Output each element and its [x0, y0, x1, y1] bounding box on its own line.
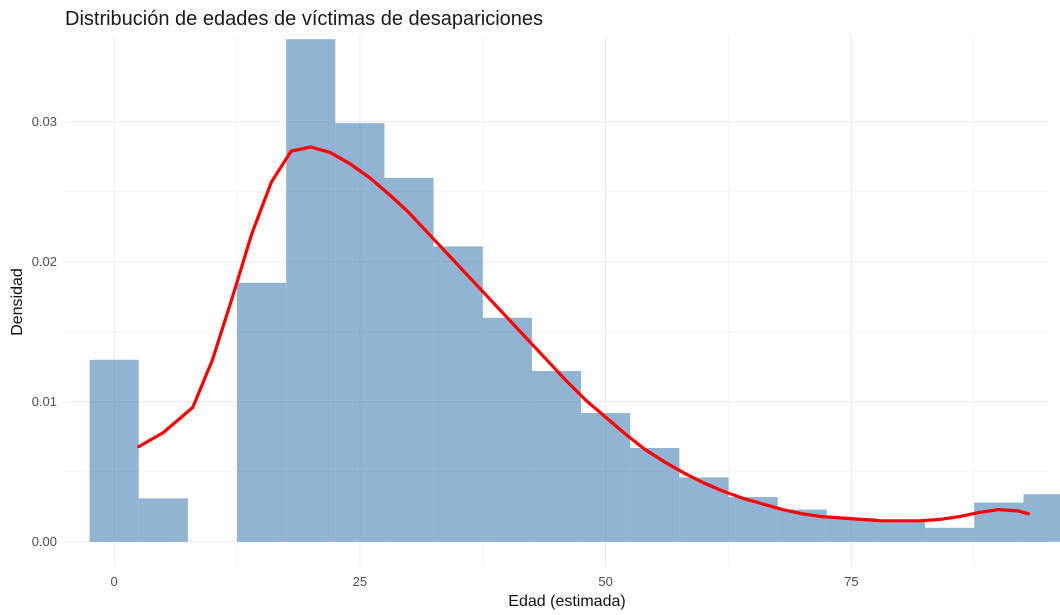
histogram-bar	[237, 282, 287, 542]
y-tick-label: 0.00	[32, 534, 57, 549]
histogram-bar	[433, 246, 483, 542]
histogram-bar	[925, 527, 975, 542]
histogram-bar	[531, 371, 582, 542]
histogram-bar	[482, 317, 532, 542]
histogram-bar	[286, 39, 336, 542]
density-curve	[137, 145, 1030, 523]
bars-layer	[89, 39, 1060, 542]
x-tick-label: 75	[844, 574, 858, 589]
histogram-bar	[875, 522, 926, 542]
y-tick-label: 0.01	[32, 394, 57, 409]
histogram-bar	[89, 359, 139, 542]
x-tick-label: 25	[353, 574, 367, 589]
histogram-bar	[728, 497, 778, 542]
x-tick-label: 50	[598, 574, 612, 589]
histogram-bar	[826, 518, 876, 542]
x-axis-title: Edad (estimada)	[508, 593, 625, 610]
histogram-bar	[1023, 494, 1060, 542]
y-axis-title: Densidad	[9, 268, 26, 336]
y-axis-ticks: 0.00 0.01 0.02 0.03	[32, 114, 57, 549]
y-tick-label: 0.03	[32, 114, 57, 129]
histogram-bar	[138, 498, 188, 542]
y-tick-label: 0.02	[32, 254, 57, 269]
histogram-bar	[384, 177, 434, 542]
x-tick-label: 0	[111, 574, 118, 589]
x-axis-ticks: 0 25 50 75	[111, 574, 859, 589]
histogram-bar	[335, 123, 385, 542]
histogram-bar	[630, 448, 680, 542]
histogram-bar	[679, 477, 729, 542]
chart-title: Distribución de edades de víctimas de de…	[65, 8, 543, 30]
histogram-bar	[581, 413, 631, 542]
